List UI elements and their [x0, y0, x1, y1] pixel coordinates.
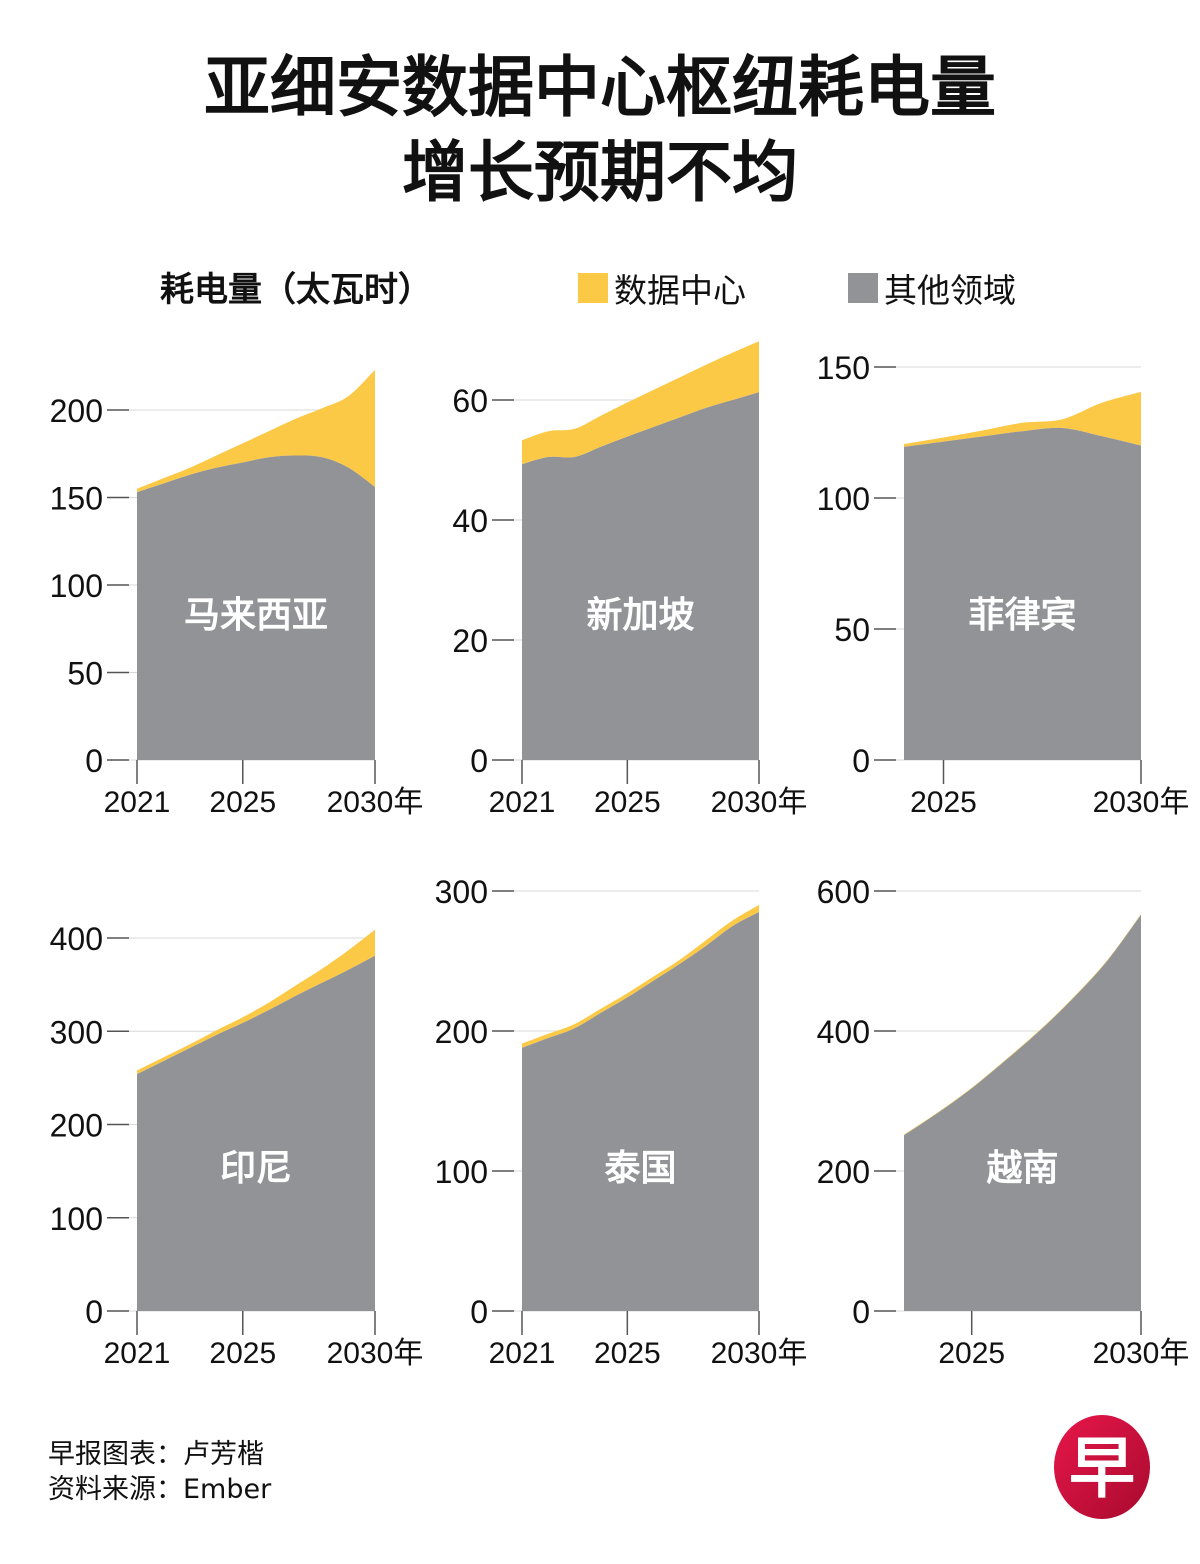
x-tick-label: 2030年	[1093, 1337, 1190, 1370]
y-tick-label: 40	[452, 503, 488, 539]
x-tick-label: 2030年	[1093, 786, 1190, 819]
logo-circle	[1054, 1415, 1150, 1519]
legend-label-other-sectors: 其他领域	[884, 271, 1016, 310]
area-other-sectors	[904, 427, 1141, 760]
y-tick-label: 400	[50, 921, 103, 957]
x-tick-label: 2030年	[327, 786, 424, 819]
y-tick-label: 0	[470, 1294, 488, 1330]
country-label: 马来西亚	[184, 595, 328, 636]
chart-panel-1: 0 20 40 60 2021 2025 2030年 新加坡	[452, 341, 807, 819]
x-tick-label: 2021	[104, 1337, 171, 1370]
legend-item-data-center: 数据中心	[578, 264, 746, 312]
y-tick-label: 60	[452, 383, 488, 419]
x-tick-label: 2021	[104, 786, 171, 819]
y-tick-label: 100	[50, 568, 103, 604]
country-label: 泰国	[604, 1148, 676, 1189]
y-tick-label: 100	[817, 481, 870, 517]
y-tick-label: 0	[470, 743, 488, 779]
area-other-sectors	[904, 914, 1141, 1311]
chart-title-line-1: 亚细安数据中心枢纽耗电量	[204, 49, 996, 126]
logo-glyph: 早	[1069, 1430, 1135, 1507]
credit-text: 早报图表：卢芳楷	[48, 1439, 264, 1470]
y-tick-label: 200	[50, 393, 103, 429]
area-data-center	[904, 391, 1141, 447]
country-label: 印尼	[220, 1148, 292, 1189]
x-tick-label: 2021	[489, 786, 556, 819]
y-tick-label: 150	[817, 350, 870, 386]
country-label: 菲律宾	[968, 595, 1076, 636]
chart-panel-2: 0 50 100 150 2025 2030年 菲律宾	[817, 350, 1190, 819]
y-tick-label: 100	[50, 1201, 103, 1237]
y-tick-label: 300	[435, 874, 488, 910]
y-tick-label: 600	[817, 874, 870, 910]
legend-item-other-sectors: 其他领域	[848, 264, 1016, 312]
y-tick-label: 150	[50, 481, 103, 517]
x-tick-label: 2025	[209, 786, 276, 819]
country-label: 越南	[986, 1148, 1058, 1189]
y-tick-label: 50	[67, 656, 103, 692]
x-tick-label: 2030年	[711, 1337, 808, 1370]
area-other-sectors	[137, 955, 375, 1311]
unit-label: 耗电量（太瓦时）	[160, 270, 432, 310]
country-label: 新加坡	[586, 595, 694, 636]
area-data-center	[137, 369, 375, 493]
y-tick-label: 50	[834, 612, 870, 648]
chart-panel-4: 0 100 200 300 2021 2025 2030年 泰国	[435, 874, 808, 1370]
x-tick-label: 2025	[209, 1337, 276, 1370]
y-tick-label: 0	[85, 1294, 103, 1330]
chart-panel-5: 0 200 400 600 2025 2030年 越南	[817, 874, 1190, 1370]
y-tick-label: 400	[817, 1014, 870, 1050]
area-other-sectors	[522, 392, 759, 760]
area-data-center	[522, 341, 759, 465]
y-tick-label: 200	[50, 1108, 103, 1144]
y-tick-label: 0	[852, 743, 870, 779]
zaobao-logo-icon: 早	[1054, 1415, 1150, 1519]
x-tick-label: 2021	[489, 1337, 556, 1370]
chart-panel-3: 0 100 200 300 400 2021 2025 2030年 印尼	[50, 921, 424, 1370]
x-tick-label: 2025	[938, 1337, 1005, 1370]
chart-title-line-2: 增长预期不均	[402, 134, 798, 211]
x-tick-label: 2025	[910, 786, 977, 819]
y-tick-label: 300	[50, 1014, 103, 1050]
x-tick-label: 2025	[594, 786, 661, 819]
legend-label-data-center: 数据中心	[614, 271, 746, 310]
x-tick-label: 2030年	[327, 1337, 424, 1370]
area-data-center	[522, 905, 759, 1048]
x-tick-label: 2025	[594, 1337, 661, 1370]
legend-swatch-data-center	[578, 273, 608, 303]
legend-swatch-other-sectors	[848, 273, 878, 303]
area-other-sectors	[522, 912, 759, 1311]
y-tick-label: 100	[435, 1154, 488, 1190]
area-data-center	[137, 929, 375, 1075]
source-text: 资料来源：Ember	[48, 1474, 272, 1505]
chart-panel-0: 0 50 100 150 200 2021 2025 2030年 马来西亚	[50, 369, 424, 819]
y-tick-label: 200	[817, 1154, 870, 1190]
area-other-sectors	[137, 455, 375, 760]
x-tick-label: 2030年	[711, 786, 808, 819]
y-tick-label: 0	[852, 1294, 870, 1330]
y-tick-label: 0	[85, 743, 103, 779]
y-tick-label: 20	[452, 623, 488, 659]
y-tick-label: 200	[435, 1014, 488, 1050]
